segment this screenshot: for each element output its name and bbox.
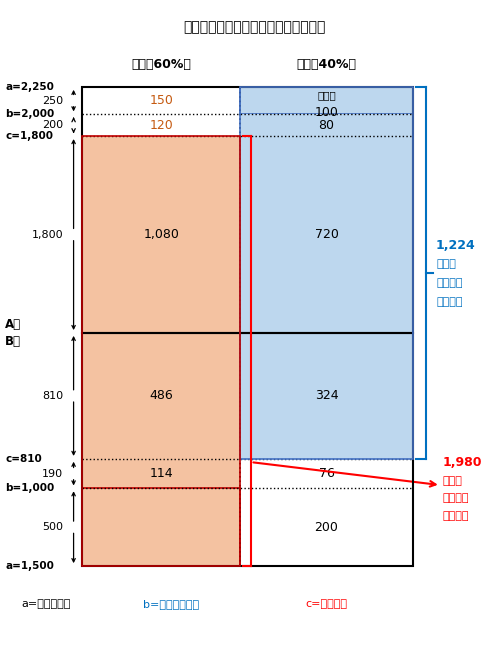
Text: 150: 150 — [149, 94, 173, 107]
Text: 共同支配: 共同支配 — [436, 278, 463, 288]
Text: 100: 100 — [315, 106, 339, 119]
Text: 486: 486 — [149, 389, 173, 402]
Text: 250: 250 — [42, 95, 63, 106]
FancyBboxPatch shape — [241, 136, 413, 333]
FancyBboxPatch shape — [82, 136, 241, 333]
FancyBboxPatch shape — [82, 459, 241, 488]
Text: b=1,000: b=1,000 — [5, 483, 54, 494]
Text: のれん: のれん — [317, 89, 336, 100]
Text: 200: 200 — [42, 120, 63, 130]
Text: のれん: のれん — [152, 516, 171, 526]
Text: 500: 500 — [42, 522, 63, 532]
Text: c=810: c=810 — [5, 454, 42, 464]
Text: 80: 80 — [318, 119, 335, 132]
Text: 76: 76 — [318, 467, 335, 480]
FancyBboxPatch shape — [241, 333, 413, 459]
Text: 甲社（60%）: 甲社（60%） — [131, 57, 191, 71]
Text: 乙社の: 乙社の — [436, 259, 456, 270]
Text: 1,224: 1,224 — [436, 239, 476, 252]
Text: 810: 810 — [42, 391, 63, 401]
Text: a=1,500: a=1,500 — [5, 561, 54, 571]
FancyBboxPatch shape — [82, 333, 241, 459]
Text: 甲社の: 甲社の — [443, 475, 463, 486]
Text: 企業株式: 企業株式 — [436, 297, 463, 307]
Text: 190: 190 — [42, 469, 63, 479]
Text: a=2,250: a=2,250 — [5, 82, 54, 92]
Text: 114: 114 — [149, 467, 173, 480]
Text: 720: 720 — [315, 228, 339, 241]
FancyBboxPatch shape — [241, 87, 413, 114]
FancyBboxPatch shape — [241, 114, 413, 136]
Text: 120: 120 — [149, 119, 173, 132]
Text: 甲社と乙社の共同支配企業株式の内訳: 甲社と乙社の共同支配企業株式の内訳 — [183, 20, 325, 35]
Text: a=企業の時価: a=企業の時価 — [22, 599, 71, 609]
Text: 1,980: 1,980 — [443, 456, 483, 469]
Text: B社: B社 — [5, 335, 21, 348]
Text: 300: 300 — [149, 532, 173, 545]
Text: c=株主資本: c=株主資本 — [306, 599, 347, 609]
Text: b=2,000: b=2,000 — [5, 109, 54, 119]
Text: b=諸資産の時価: b=諸資産の時価 — [143, 599, 198, 609]
Text: 1,080: 1,080 — [143, 228, 179, 241]
Text: 企業株式: 企業株式 — [443, 511, 469, 520]
Text: A社: A社 — [5, 318, 21, 331]
Text: 乙社（40%）: 乙社（40%） — [296, 57, 357, 71]
Text: 324: 324 — [315, 389, 338, 402]
Text: 共同支配: 共同支配 — [443, 493, 469, 503]
Text: 200: 200 — [315, 520, 339, 534]
Text: c=1,800: c=1,800 — [5, 131, 53, 141]
FancyBboxPatch shape — [82, 488, 241, 566]
Text: 1,800: 1,800 — [32, 230, 63, 240]
